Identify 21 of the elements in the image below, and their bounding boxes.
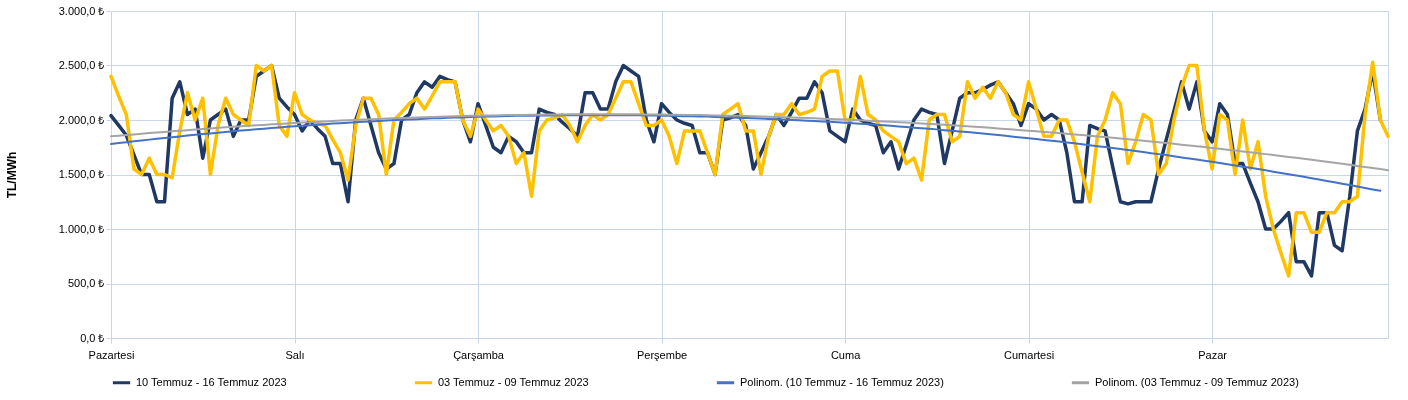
y-tick-label: 500,0 ₺ [67,277,105,289]
x-tick-label: Cumartesi [1004,348,1055,361]
line-series [110,113,1389,172]
legend-label: Polinom. (10 Temmuz - 16 Temmuz 2023) [740,375,944,388]
x-tick-label: Çarşamba [453,348,505,361]
x-tick-label: Pazartesi [88,348,135,361]
x-tick-label: Pazar [1198,348,1228,361]
legend-label: Polinom. (03 Temmuz - 09 Temmuz 2023) [1095,375,1299,388]
legend-label: 10 Temmuz - 16 Temmuz 2023 [136,375,287,388]
y-tick-label: 2.500,0 ₺ [58,59,105,71]
y-tick-label: 0,0 ₺ [80,331,105,344]
y-tick-label: 2.000,0 ₺ [58,113,105,126]
x-tick-label: Perşembe [636,348,688,361]
y-tick-label: 1.000,0 ₺ [58,222,105,235]
y-tick-label: 3.000,0 ₺ [58,4,105,17]
x-tick-label: Cuma [830,348,862,361]
legend-label: 03 Temmuz - 09 Temmuz 2023 [438,375,589,388]
line-series [110,114,1382,192]
y-axis-title: TL/MWh [4,151,19,199]
y-tick-label: 1.500,0 ₺ [58,168,105,180]
x-tick-label: Salı [285,348,305,361]
